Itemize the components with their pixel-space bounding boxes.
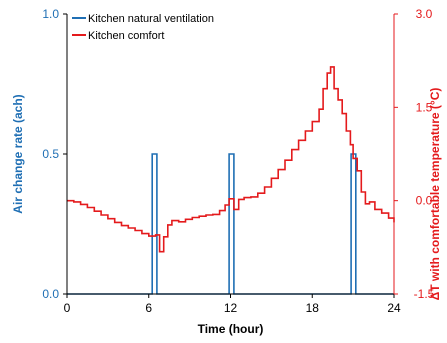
left-y-axis-title: Air change rate (ach) bbox=[11, 94, 25, 213]
right-y-axis-title: ΔT with comfortable temperature (°C) bbox=[428, 88, 442, 301]
x-tick-label: 24 bbox=[387, 301, 401, 315]
legend-label-kitchen-ventilation: Kitchen natural ventilation bbox=[88, 13, 214, 25]
legend-label-kitchen-comfort: Kitchen comfort bbox=[88, 30, 164, 42]
right-y-tick-label: 0.0 bbox=[416, 194, 433, 208]
right-y-tick-label: 1.5 bbox=[416, 100, 433, 114]
series-line-kitchen-comfort bbox=[67, 66, 395, 253]
plot-area bbox=[67, 66, 395, 295]
right-y-tick-label: 3.0 bbox=[416, 7, 433, 21]
left-y-tick-label: 1.0 bbox=[42, 7, 59, 21]
x-tick-label: 0 bbox=[64, 301, 71, 315]
axes: 0 6 12 18 24 0.0 0.5 1.0 -1.5 0.0 1.5 3.0 Time (hour… bbox=[11, 7, 442, 336]
right-y-tick-label: -1.5 bbox=[414, 287, 435, 301]
left-y-tick-label: 0.0 bbox=[42, 287, 59, 301]
series-line-kitchen-ventilation bbox=[67, 153, 394, 295]
legend: Kitchen natural ventilation Kitchen comfo… bbox=[72, 13, 214, 42]
x-tick-label: 12 bbox=[224, 301, 238, 315]
x-tick-label: 18 bbox=[306, 301, 320, 315]
x-axis-title: Time (hour) bbox=[198, 322, 264, 336]
x-tick-label: 6 bbox=[145, 301, 152, 315]
left-y-tick-label: 0.5 bbox=[42, 147, 59, 161]
